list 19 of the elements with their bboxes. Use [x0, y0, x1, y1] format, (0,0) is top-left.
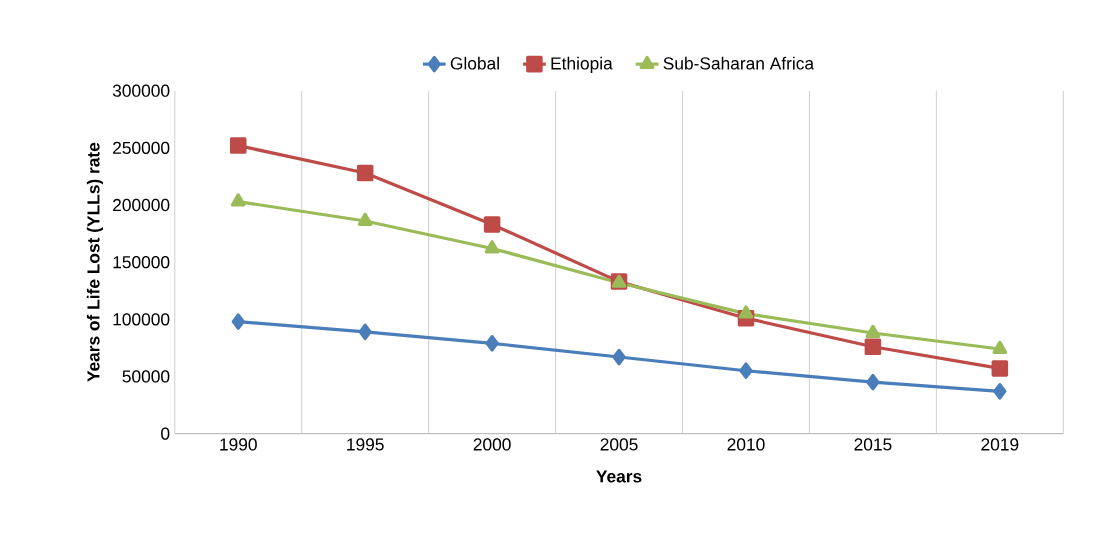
y-tick-label: 150000: [113, 255, 170, 269]
x-tick-label: 2000: [473, 438, 511, 451]
x-tick-label: 2019: [981, 438, 1019, 451]
y-tick-label: 100000: [113, 313, 170, 326]
y-tick-label: 0: [161, 427, 170, 440]
legend-label: Sub-Saharan Africa: [663, 56, 815, 70]
legend-label: Ethiopia: [551, 56, 613, 73]
y-tick-label: 200000: [113, 198, 170, 211]
x-tick-label: 2005: [600, 438, 638, 451]
y-tick-label: 250000: [113, 141, 170, 154]
y-axis-title: Years of Life Lost (YLLs) rate: [86, 142, 104, 382]
x-tick-label: 2010: [727, 438, 765, 451]
x-axis-title: Years: [596, 470, 642, 483]
y-tick-label: 300000: [112, 84, 170, 97]
x-tick-label: 2015: [854, 438, 892, 451]
legend-label: Global: [450, 56, 499, 70]
y-tick-label: 50000: [122, 370, 170, 383]
x-tick-label: 1990: [220, 438, 257, 451]
x-tick-label: 1995: [347, 438, 384, 451]
